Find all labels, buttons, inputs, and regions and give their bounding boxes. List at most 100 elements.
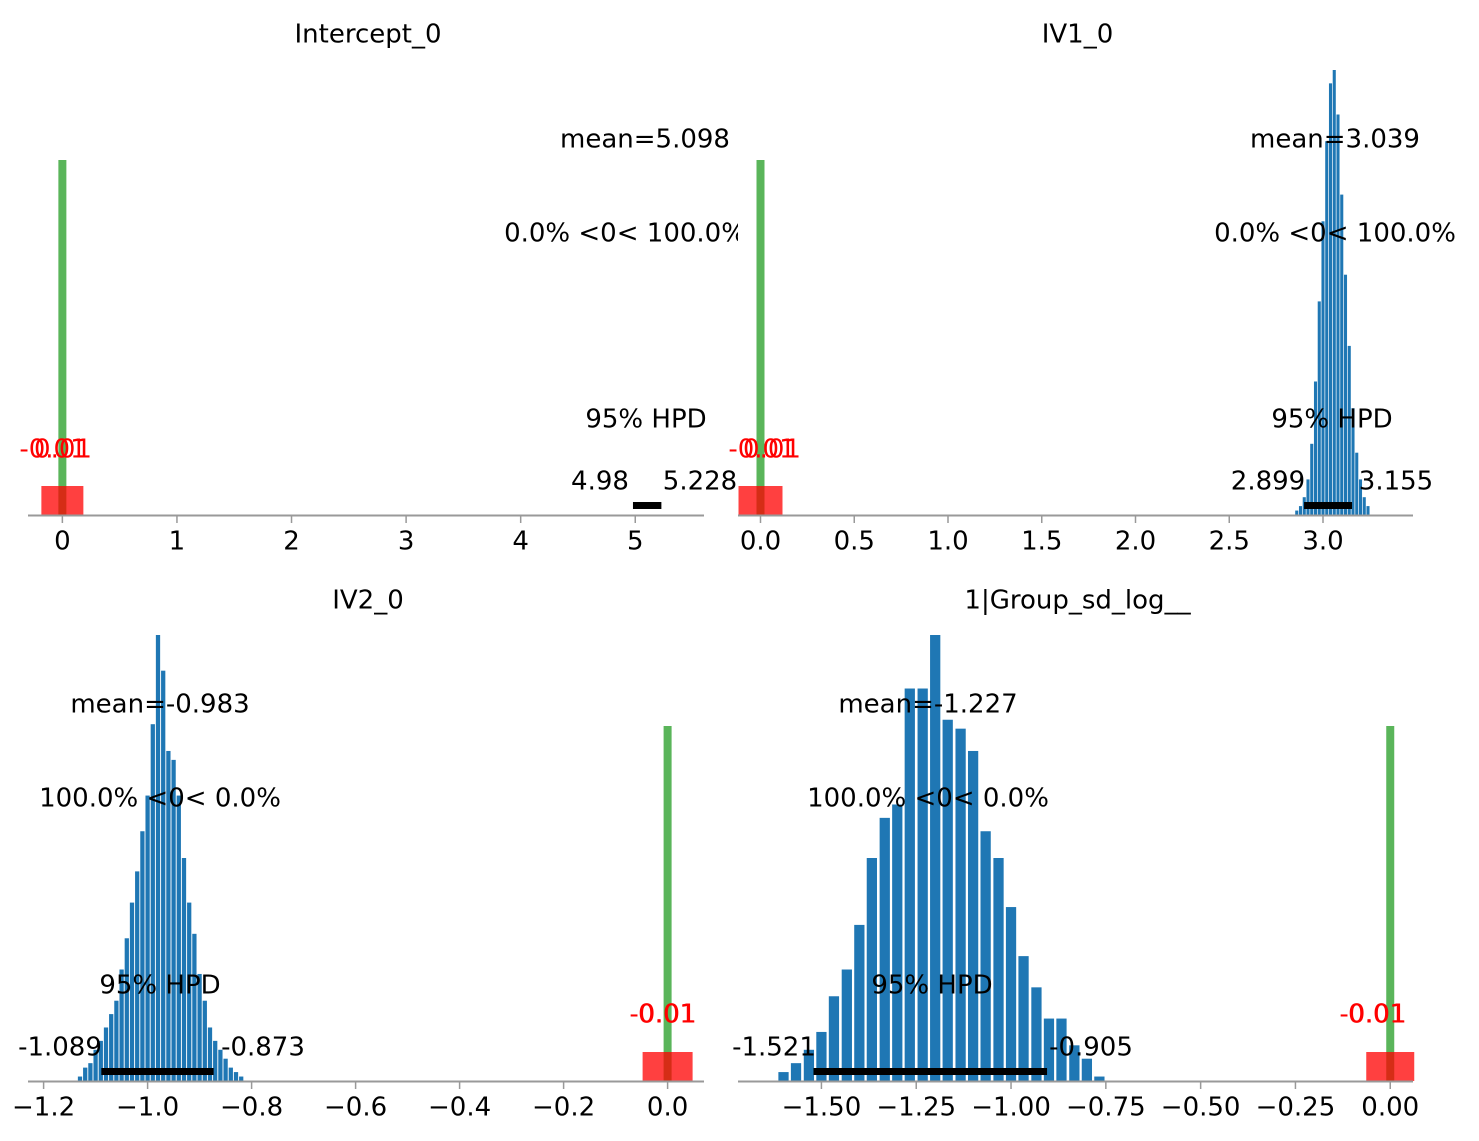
- rope-region: [1366, 1052, 1415, 1081]
- histogram-bar: [967, 750, 979, 1081]
- x-tick-label: 0.5: [834, 527, 875, 557]
- histogram-bar: [1343, 274, 1348, 515]
- histogram-bar: [218, 1049, 223, 1081]
- histogram-bar: [109, 1014, 114, 1081]
- reference-line: [1386, 726, 1395, 1081]
- histogram-bar: [930, 635, 941, 1081]
- rope-label: -0.01: [19, 435, 86, 465]
- histogram-bar: [114, 1000, 119, 1081]
- histogram-bar: [1094, 1076, 1105, 1081]
- histogram-bar: [207, 1027, 213, 1081]
- histogram-bar: [187, 902, 192, 1081]
- histogram-bar: [1069, 1045, 1080, 1081]
- histogram-bar: [866, 858, 877, 1081]
- x-tick-label: 0: [54, 527, 71, 557]
- x-tick-label: −1.50: [782, 1093, 862, 1123]
- reference-line: [58, 160, 67, 515]
- reference-percent-label: 100.0% <0< 0.0%: [39, 784, 281, 814]
- subplot-title: 1|Group_sd_log__: [964, 586, 1191, 616]
- rope-label: -0.01: [728, 435, 795, 465]
- histogram-bar: [129, 902, 135, 1081]
- mean-label: mean=5.098: [560, 125, 730, 155]
- histogram-bar: [1313, 381, 1318, 515]
- x-tick-label: −0.4: [428, 1093, 491, 1123]
- x-tick-label: −0.6: [324, 1093, 387, 1123]
- rope-label: 0.01: [1348, 1000, 1406, 1030]
- histogram-bar: [223, 1058, 228, 1081]
- x-tick-label: 0.00: [1361, 1093, 1419, 1123]
- subplot-1: Intercept_0 -0.010.01 mean=5.098 0.0% <0< 1…: [19, 20, 746, 557]
- x-tick-label: 0.0: [647, 1093, 688, 1123]
- x-tick-label: 2: [283, 527, 300, 557]
- histogram-bar: [1056, 1018, 1067, 1081]
- hpd-interval-line: [813, 1068, 1048, 1075]
- x-tick-label: 1: [169, 527, 186, 557]
- hpd-high-label: -0.873: [221, 1033, 305, 1063]
- hpd-high-label: 3.155: [1359, 467, 1433, 497]
- histogram-bar: [1306, 479, 1310, 515]
- x-tick-label: −0.75: [1066, 1093, 1146, 1123]
- histogram-bar: [140, 831, 145, 1081]
- x-tick-label: 0.0: [740, 527, 781, 557]
- histogram-bar: [181, 858, 187, 1081]
- x-tick-label: −0.25: [1256, 1093, 1336, 1123]
- histogram-bar: [917, 688, 928, 1081]
- histogram-bar: [1362, 497, 1366, 515]
- histogram-bar: [1295, 510, 1299, 515]
- histogram-bar: [790, 1063, 802, 1081]
- x-tick-label: 2.0: [1115, 527, 1156, 557]
- subplot-4: 1|Group_sd_log__ -0.010.01 mean=-1.227 100.…: [732, 586, 1419, 1123]
- histogram-bar: [135, 871, 140, 1081]
- rope-label: 0.01: [34, 435, 92, 465]
- x-tick-label: 1.5: [1021, 527, 1062, 557]
- histogram-bar: [88, 1063, 93, 1081]
- hpd-low-label: -1.089: [18, 1033, 102, 1063]
- histogram-bar: [803, 1049, 815, 1081]
- x-tick-label: −1.2: [12, 1093, 75, 1123]
- histogram-bar: [993, 858, 1004, 1081]
- histogram-bar: [1081, 1058, 1093, 1081]
- x-tick-label: −0.50: [1161, 1093, 1241, 1123]
- histogram-bar: [1355, 452, 1359, 515]
- histogram-bar: [904, 688, 915, 1081]
- reference-percent-label: 0.0% <0< 100.0%: [504, 219, 746, 249]
- histogram-bar: [828, 996, 840, 1081]
- reference-line: [663, 726, 672, 1081]
- histogram-bar: [1366, 506, 1370, 515]
- hpd-title: 95% HPD: [99, 971, 220, 1001]
- histogram-bar: [171, 759, 176, 1081]
- histogram-bar: [1358, 479, 1363, 515]
- mean-label: mean=-1.227: [838, 690, 1017, 720]
- histogram-bar: [192, 933, 197, 1081]
- x-tick-label: −1.0: [116, 1093, 179, 1123]
- histogram-bars: [77, 635, 244, 1081]
- rope-region: [642, 1052, 693, 1081]
- x-tick-label: 3.0: [1302, 527, 1343, 557]
- hpd-low-label: 2.899: [1231, 467, 1305, 497]
- histogram-bar: [778, 1072, 789, 1081]
- histogram-bar: [150, 724, 155, 1081]
- histogram-bar: [816, 1031, 827, 1081]
- histogram-bar: [1298, 506, 1303, 515]
- x-tick-label: 5: [627, 527, 644, 557]
- rope-label: 0.01: [638, 1000, 696, 1030]
- histogram-bar: [1325, 141, 1329, 515]
- hpd-interval-line: [1304, 502, 1353, 509]
- subplot-title: IV1_0: [1042, 20, 1114, 50]
- x-tick-label: −0.8: [220, 1093, 283, 1123]
- rope-region: [41, 486, 84, 515]
- reference-line: [756, 160, 765, 515]
- histogram-bar: [93, 1049, 98, 1081]
- histogram-bar: [155, 635, 161, 1081]
- histogram-bar: [892, 804, 903, 1081]
- reference-percent-label: 100.0% <0< 0.0%: [807, 784, 1049, 814]
- histogram-bar: [233, 1072, 239, 1081]
- histogram-bar: [1018, 956, 1029, 1081]
- histogram-bar: [1310, 443, 1314, 515]
- histogram-bar: [197, 973, 202, 1081]
- reference-percent-label: 0.0% <0< 100.0%: [1214, 219, 1456, 249]
- mean-label: mean=3.039: [1250, 125, 1420, 155]
- histogram-bar: [1340, 194, 1344, 515]
- histogram-bar: [202, 1000, 207, 1081]
- rope-region: [738, 486, 783, 515]
